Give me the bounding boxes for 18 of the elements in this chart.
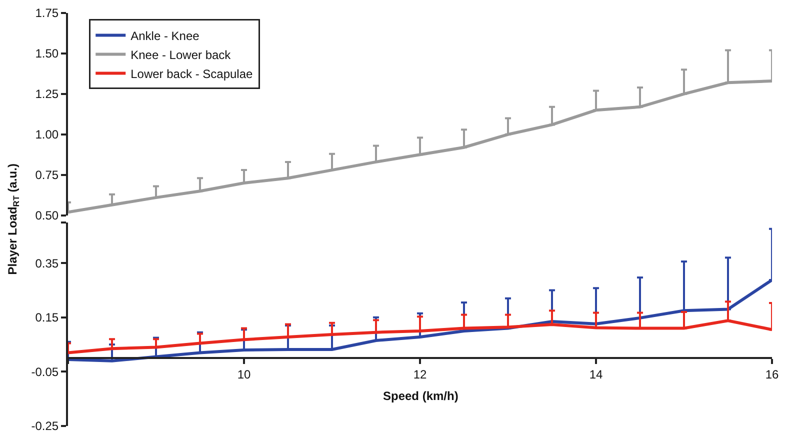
y-tick-label: 1.00	[35, 128, 59, 142]
legend-label: Lower back - Scapulae	[130, 66, 254, 81]
y-tick-label: 0.35	[35, 256, 59, 270]
legend-label: Knee - Lower back	[130, 48, 232, 62]
y-tick-label: 1.25	[35, 87, 59, 102]
x-tick-label: 14	[589, 368, 603, 382]
y-tick-label: 1.75	[35, 6, 59, 20]
y-tick-label: -0.05	[31, 364, 59, 379]
y-tick-label: 1.50	[35, 46, 59, 61]
legend-label: Ankle - Knee	[130, 28, 200, 43]
y-tick-label: 0.75	[35, 168, 59, 182]
x-tick-label: 16	[765, 368, 779, 382]
y-tick-label: 0.15	[35, 310, 59, 325]
y-tick-label: -0.25	[31, 419, 59, 434]
y-tick-label: 0.50	[35, 208, 59, 223]
x-tick-label: 12	[413, 368, 427, 382]
x-axis-title: Speed (km/h)	[383, 389, 458, 403]
x-tick-label: 10	[237, 368, 251, 382]
